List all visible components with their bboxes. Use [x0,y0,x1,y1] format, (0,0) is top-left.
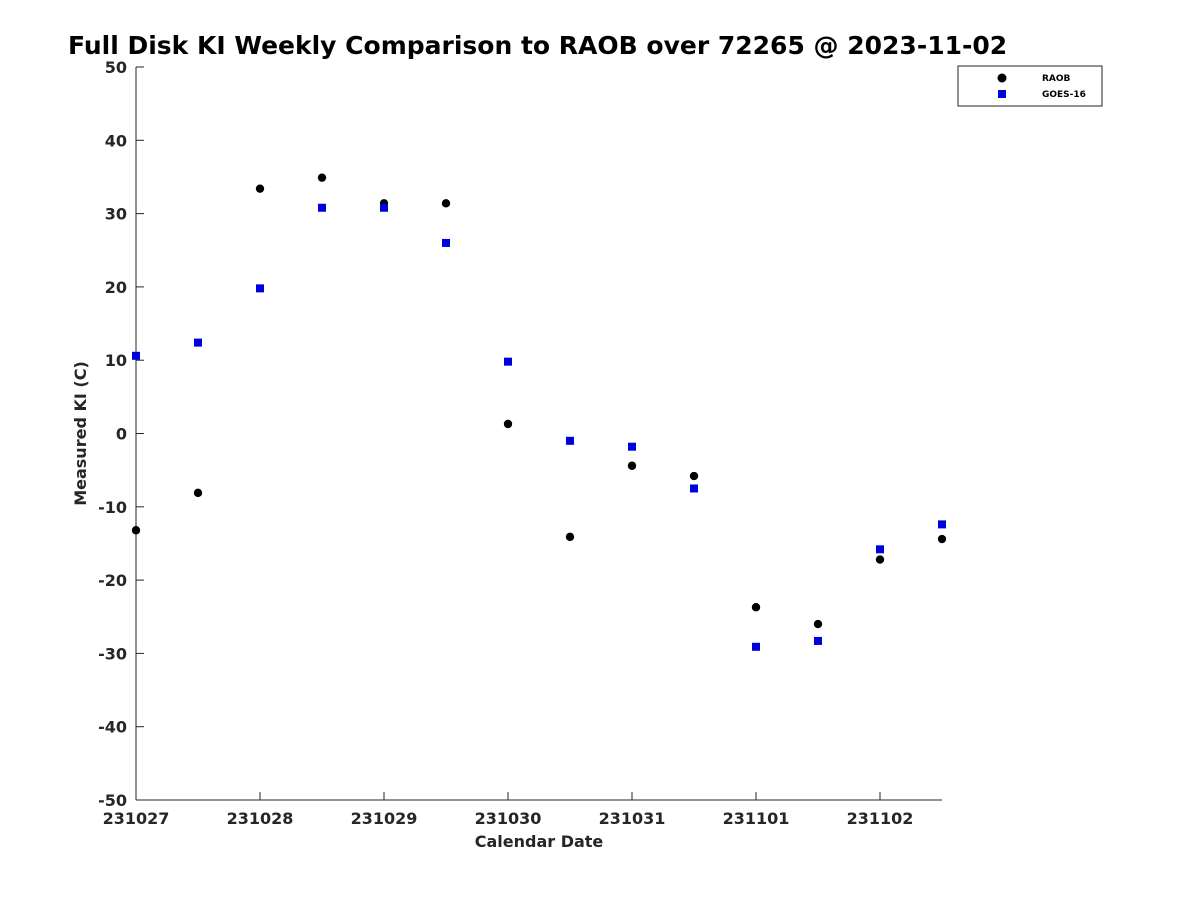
raob-point [131,526,141,535]
legend-items: RAOB GOES-16 [997,73,1086,100]
x-tick-label: 231028 [227,809,294,828]
y-tick-label: -30 [98,644,127,663]
raob-point [689,471,699,481]
goes-16-point [628,442,636,451]
raob-point [193,488,203,498]
chart-title: Full Disk KI Weekly Comparison to RAOB o… [68,31,1007,60]
raob-point [255,184,265,193]
axes [135,67,942,801]
y-tick-label: 10 [105,351,127,370]
goes-16-point [752,642,760,651]
goes-16-point [442,238,450,247]
goes-16-point [876,545,884,554]
y-axis-ticks: -50 -40 -30 -20 -10 0 10 20 30 40 50 [98,58,144,810]
x-tick-label: 231101 [723,809,790,828]
legend: RAOB GOES-16 [957,65,1103,107]
y-tick-label: 50 [105,58,127,77]
x-tick-label: 231102 [847,809,914,828]
raob-point [751,603,761,612]
legend-marker-raob [997,73,1007,83]
goes-16-point [256,284,264,293]
goes-16-point [132,351,140,360]
legend-box [957,65,1103,107]
x-tick-label: 231030 [475,809,542,828]
raob-point [317,173,327,182]
x-tick-label: 231027 [103,809,170,828]
y-tick-label: 0 [116,425,127,444]
goes-16-point [690,484,698,493]
raob-point [627,461,637,470]
x-tick-label: 231031 [599,809,666,828]
y-tick-label: -40 [98,718,127,737]
legend-label-goes-16: GOES-16 [1042,90,1086,100]
y-tick-label: 30 [105,205,127,224]
goes-16-point [318,203,326,212]
y-tick-label: -20 [98,571,127,590]
legend-label-raob: RAOB [1042,74,1071,84]
y-tick-label: -50 [98,791,127,810]
x-tick-label: 231029 [351,809,418,828]
data-points [131,173,947,651]
goes-16-point [380,203,388,212]
y-axis-label: Measured KI (C) [71,361,90,506]
x-axis-label: Calendar Date [475,832,604,851]
raob-point [503,419,513,429]
x-axis-ticks: 231027 231028 231029 231030 231031 231101 2311… [103,792,914,828]
legend-marker-goes-16 [998,90,1006,98]
goes-16-point [504,357,512,366]
raob-point [565,532,575,542]
goes-16-point [194,338,202,347]
goes-16-point [814,636,822,645]
goes-16-point [938,520,946,529]
raob-point [937,534,947,544]
goes-16-point [566,436,574,445]
raob-point [813,619,823,629]
raob-point [875,555,885,564]
raob-point [441,199,451,208]
y-tick-label: -10 [98,498,127,517]
y-tick-label: 40 [105,131,127,150]
y-tick-label: 20 [105,278,127,297]
